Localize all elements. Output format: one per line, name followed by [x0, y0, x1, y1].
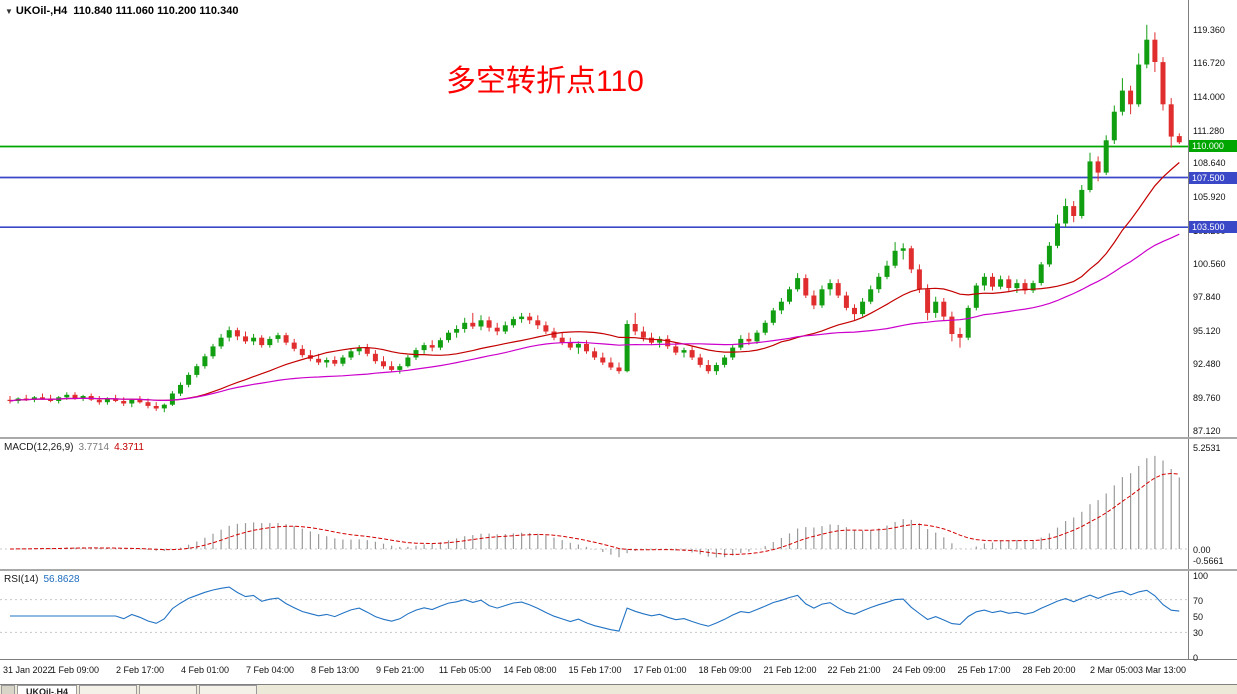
price-badge: 107.500: [1189, 172, 1237, 184]
price-tick-label: 92.480: [1193, 359, 1221, 369]
chart-tab[interactable]: [139, 685, 198, 694]
macd-histogram: [17, 455, 1180, 558]
tab-scroll-button[interactable]: [1, 685, 15, 694]
price-tick-label: 100.560: [1193, 259, 1226, 269]
time-label: 24 Feb 09:00: [892, 665, 946, 675]
candles-layer: [7, 24, 1182, 413]
price-tick-label: 114.000: [1193, 92, 1225, 102]
macd-main-value: 3.7714: [78, 442, 110, 453]
macd-signal-value: 4.3711: [114, 442, 144, 453]
panel-splitter[interactable]: [0, 569, 1237, 571]
chart-menu-icon[interactable]: ▼: [5, 7, 13, 16]
rsi-name: RSI(14): [4, 574, 39, 585]
time-label: 11 Feb 05:00: [438, 665, 492, 675]
chart-tab[interactable]: [79, 685, 138, 694]
chart-title: ▼ UKOil-,H4 110.840 111.060 110.200 110.34…: [5, 5, 238, 17]
rsi-line: [10, 586, 1180, 632]
time-axis[interactable]: 31 Jan 2022 1 Feb 09:00 2 Feb 17:00 4 Feb 0…: [0, 659, 1237, 685]
chart-ohlc-values: 110.840 111.060 110.200 110.340: [73, 5, 239, 17]
time-label: 4 Feb 01:00: [180, 665, 230, 675]
ma-slow-line[interactable]: [9, 233, 1180, 402]
time-label: 22 Feb 21:00: [827, 665, 881, 675]
price-tick-label: 108.640: [1193, 158, 1226, 168]
time-label: 21 Feb 12:00: [763, 665, 817, 675]
time-label: 7 Feb 04:00: [245, 665, 295, 675]
price-badge: 110.000: [1189, 140, 1237, 152]
chart-tabs-bar: UKOil-,H4: [0, 684, 1237, 694]
price-tick-label: 89.760: [1193, 393, 1221, 403]
horizontal-lines-layer: [0, 145, 1188, 229]
time-label: 8 Feb 13:00: [310, 665, 360, 675]
price-badge: 103.500: [1189, 221, 1237, 233]
price-tick-label: 97.840: [1193, 292, 1221, 302]
macd-label: MACD(12,26,9) 3.7714 4.3711: [4, 442, 144, 453]
rsi-canvas[interactable]: [0, 571, 1188, 659]
price-tick-label: 105.920: [1193, 192, 1226, 202]
price-chart-canvas[interactable]: [0, 0, 1188, 437]
price-tick-label: 87.120: [1193, 426, 1221, 436]
macd-signal-line: [9, 472, 1180, 555]
rsi-tick-label: 100: [1193, 571, 1209, 581]
chart-tab-active[interactable]: UKOil-,H4: [17, 685, 78, 694]
rsi-tick-label: 0: [1193, 653, 1199, 663]
macd-canvas[interactable]: [0, 439, 1188, 569]
time-label: 28 Feb 20:00: [1022, 665, 1076, 675]
rsi-label: RSI(14) 56.8628: [4, 574, 80, 585]
macd-tick-label: -0.5661: [1193, 556, 1224, 566]
price-scale[interactable]: 119.360 116.720 114.000 111.280 108.640 105.9…: [1188, 0, 1237, 663]
time-label: 1 Feb 09:00: [50, 665, 100, 675]
time-label: 14 Feb 08:00: [503, 665, 557, 675]
panel-splitter[interactable]: [0, 437, 1237, 439]
time-label: 25 Feb 17:00: [957, 665, 1011, 675]
time-label: 3 Mar 13:00: [1137, 665, 1186, 675]
time-label: 2 Feb 17:00: [115, 665, 165, 675]
time-label: 2 Mar 05:00: [1089, 665, 1139, 675]
macd-tick-label: 5.2531: [1193, 443, 1221, 453]
rsi-tick-label: 50: [1193, 612, 1204, 622]
rsi-tick-label: 70: [1193, 596, 1204, 606]
time-label: 9 Feb 21:00: [375, 665, 425, 675]
time-label: 17 Feb 01:00: [633, 665, 687, 675]
time-label: 18 Feb 09:00: [698, 665, 752, 675]
time-label: 15 Feb 17:00: [568, 665, 622, 675]
chart-tab[interactable]: [199, 685, 258, 694]
time-label: 31 Jan 2022: [3, 665, 53, 675]
annotation-text[interactable]: 多空转折点110: [446, 65, 644, 98]
ma-fast-line[interactable]: [9, 162, 1180, 402]
price-tick-label: 116.720: [1193, 58, 1225, 68]
chart-symbol-title: UKOil-,H4: [15, 5, 68, 17]
price-tick-label: 95.120: [1193, 326, 1221, 336]
price-tick-label: 111.280: [1193, 126, 1225, 136]
macd-name: MACD(12,26,9): [4, 442, 74, 453]
price-tick-label: 119.360: [1193, 25, 1225, 35]
rsi-value: 56.8628: [43, 574, 80, 585]
rsi-tick-label: 30: [1193, 628, 1204, 638]
macd-tick-label: 0.00: [1193, 545, 1211, 555]
